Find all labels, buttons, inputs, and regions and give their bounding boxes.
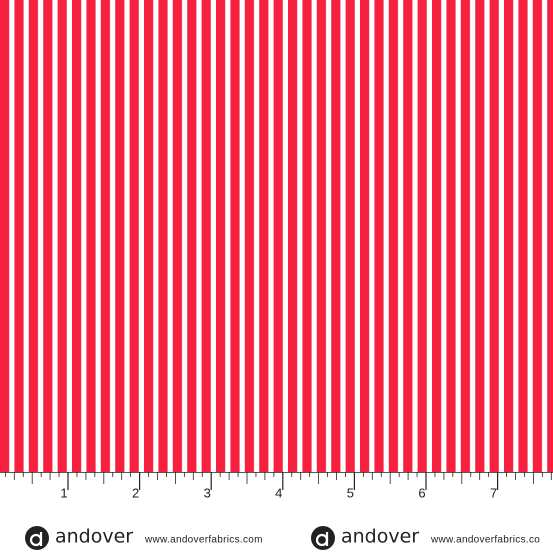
ruler-ticks: [0, 472, 553, 490]
ruler-label: 5: [347, 485, 354, 500]
ruler-label: 4: [275, 485, 282, 500]
brand-url: www.andoverfabrics.co: [430, 535, 540, 546]
brand-name: andover: [341, 526, 419, 548]
logo: [25, 526, 49, 550]
ruler-band: [0, 472, 553, 553]
branding: andover www.andoverfabrics.com andover www.…: [25, 526, 540, 550]
ruler-label: 3: [204, 485, 211, 500]
logo: [311, 526, 335, 550]
ruler-label: 6: [418, 485, 425, 500]
brand-url: www.andoverfabrics.com: [144, 535, 263, 546]
stripe-pattern: [0, 0, 553, 472]
ruler-label: 7: [490, 485, 497, 500]
brand-name: andover: [55, 526, 133, 548]
ruler-label: 1: [60, 485, 67, 500]
ruler-labels: 1 2 3 4 5 6 7: [60, 485, 497, 500]
ruler-label: 2: [132, 485, 139, 500]
